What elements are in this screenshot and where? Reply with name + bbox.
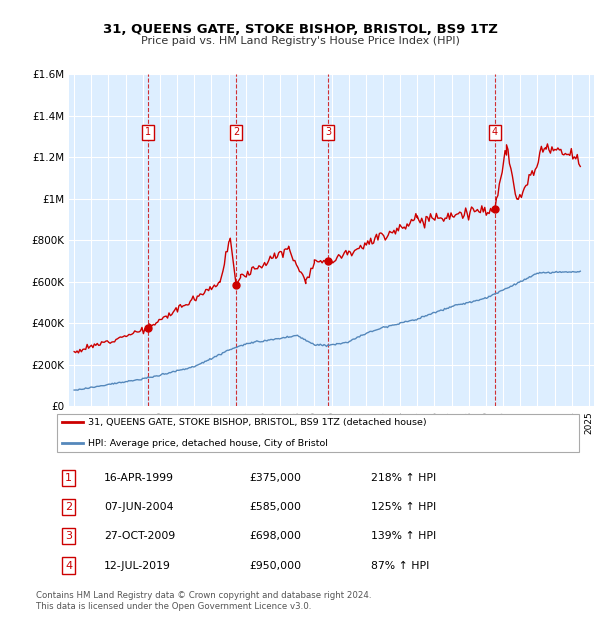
Text: 2: 2	[65, 502, 73, 512]
Text: £950,000: £950,000	[250, 560, 301, 570]
Text: £375,000: £375,000	[250, 473, 301, 483]
Text: 27-OCT-2009: 27-OCT-2009	[104, 531, 175, 541]
Text: £698,000: £698,000	[250, 531, 301, 541]
FancyBboxPatch shape	[56, 414, 580, 452]
Text: 125% ↑ HPI: 125% ↑ HPI	[371, 502, 436, 512]
Text: 12-JUL-2019: 12-JUL-2019	[104, 560, 171, 570]
Text: HPI: Average price, detached house, City of Bristol: HPI: Average price, detached house, City…	[88, 439, 328, 448]
Text: Contains HM Land Registry data © Crown copyright and database right 2024.: Contains HM Land Registry data © Crown c…	[36, 591, 371, 600]
Text: 07-JUN-2004: 07-JUN-2004	[104, 502, 173, 512]
Text: 1: 1	[145, 128, 151, 138]
Text: 16-APR-1999: 16-APR-1999	[104, 473, 174, 483]
Text: 31, QUEENS GATE, STOKE BISHOP, BRISTOL, BS9 1TZ (detached house): 31, QUEENS GATE, STOKE BISHOP, BRISTOL, …	[88, 418, 427, 427]
Text: 2: 2	[233, 128, 239, 138]
Text: 218% ↑ HPI: 218% ↑ HPI	[371, 473, 436, 483]
Text: This data is licensed under the Open Government Licence v3.0.: This data is licensed under the Open Gov…	[36, 602, 311, 611]
Text: 3: 3	[325, 128, 331, 138]
Text: 87% ↑ HPI: 87% ↑ HPI	[371, 560, 429, 570]
Text: 4: 4	[492, 128, 498, 138]
Text: 1: 1	[65, 473, 72, 483]
Text: Price paid vs. HM Land Registry's House Price Index (HPI): Price paid vs. HM Land Registry's House …	[140, 36, 460, 46]
Text: 3: 3	[65, 531, 72, 541]
Text: 31, QUEENS GATE, STOKE BISHOP, BRISTOL, BS9 1TZ: 31, QUEENS GATE, STOKE BISHOP, BRISTOL, …	[103, 23, 497, 36]
Text: £585,000: £585,000	[250, 502, 301, 512]
Text: 139% ↑ HPI: 139% ↑ HPI	[371, 531, 436, 541]
Text: 4: 4	[65, 560, 73, 570]
